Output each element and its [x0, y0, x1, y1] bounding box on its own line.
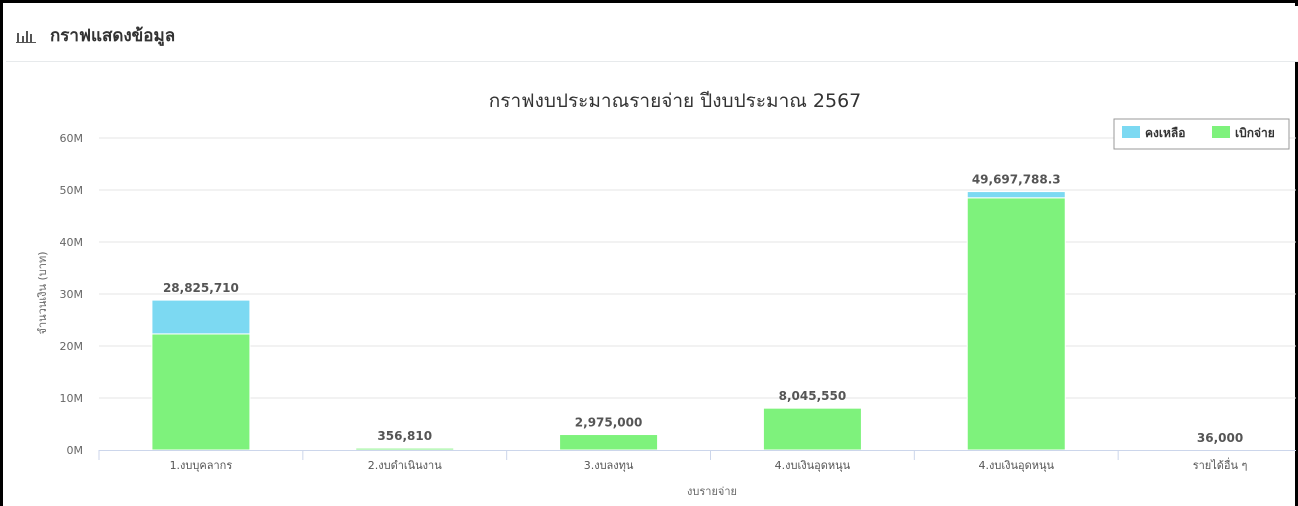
legend-item[interactable]: คงเหลือ: [1145, 126, 1185, 140]
bar-disbursed[interactable]: [966, 197, 1066, 451]
y-tick-label: 0M: [67, 444, 84, 457]
y-tick-label: 20M: [60, 340, 84, 353]
bar-remaining[interactable]: [966, 191, 1066, 199]
legend[interactable]: คงเหลือ เบิกจ่าย: [1113, 118, 1290, 150]
data-label-total: 356,810: [377, 429, 432, 443]
legend-item[interactable]: เบิกจ่าย: [1235, 126, 1275, 140]
y-tick-label: 40M: [60, 236, 84, 249]
x-tick-label: 3.งบลงทุน: [584, 459, 634, 472]
bar-disbursed[interactable]: [151, 333, 251, 451]
bar-disbursed[interactable]: [762, 407, 862, 451]
legend-box: [1113, 118, 1290, 150]
data-label-total: 2,975,000: [575, 416, 643, 430]
x-tick-label: 4.งบเงินอุดหนุน: [978, 459, 1054, 472]
legend-swatch: [1212, 126, 1230, 138]
bar-disbursed[interactable]: [355, 447, 455, 451]
x-axis-label: งบรายจ่าย: [687, 485, 737, 498]
y-tick-label: 60M: [60, 132, 84, 145]
x-tick-label: รายได้อื่น ๆ: [1193, 457, 1248, 472]
x-tick-label: 1.งบบุคลากร: [170, 459, 233, 472]
panel-title: กราฟแสดงข้อมูล: [50, 26, 176, 46]
x-tick-label: 2.งบดำเนินงาน: [368, 459, 443, 472]
data-label-total: 36,000: [1197, 431, 1243, 445]
data-label-total: 49,697,788.3: [972, 173, 1061, 187]
x-tick-label: 4.งบเงินอุดหนุน: [775, 459, 851, 472]
data-label-total: 28,825,710: [163, 281, 239, 295]
legend-swatch: [1122, 126, 1140, 138]
bar-chart-icon: [16, 28, 36, 47]
panel-header: กราฟแสดงข้อมูล: [6, 6, 1298, 62]
y-tick-label: 10M: [60, 392, 84, 405]
y-tick-label: 30M: [60, 288, 84, 301]
y-axis-label: จำนวนเงิน (บาท): [36, 252, 49, 335]
bar-remaining[interactable]: [151, 299, 251, 335]
chart-title: กราฟงบประมาณรายจ่าย ปีงบประมาณ 2567: [489, 90, 862, 112]
bar-disbursed[interactable]: [559, 434, 659, 451]
y-tick-label: 50M: [60, 184, 84, 197]
data-label-total: 8,045,550: [779, 389, 847, 403]
